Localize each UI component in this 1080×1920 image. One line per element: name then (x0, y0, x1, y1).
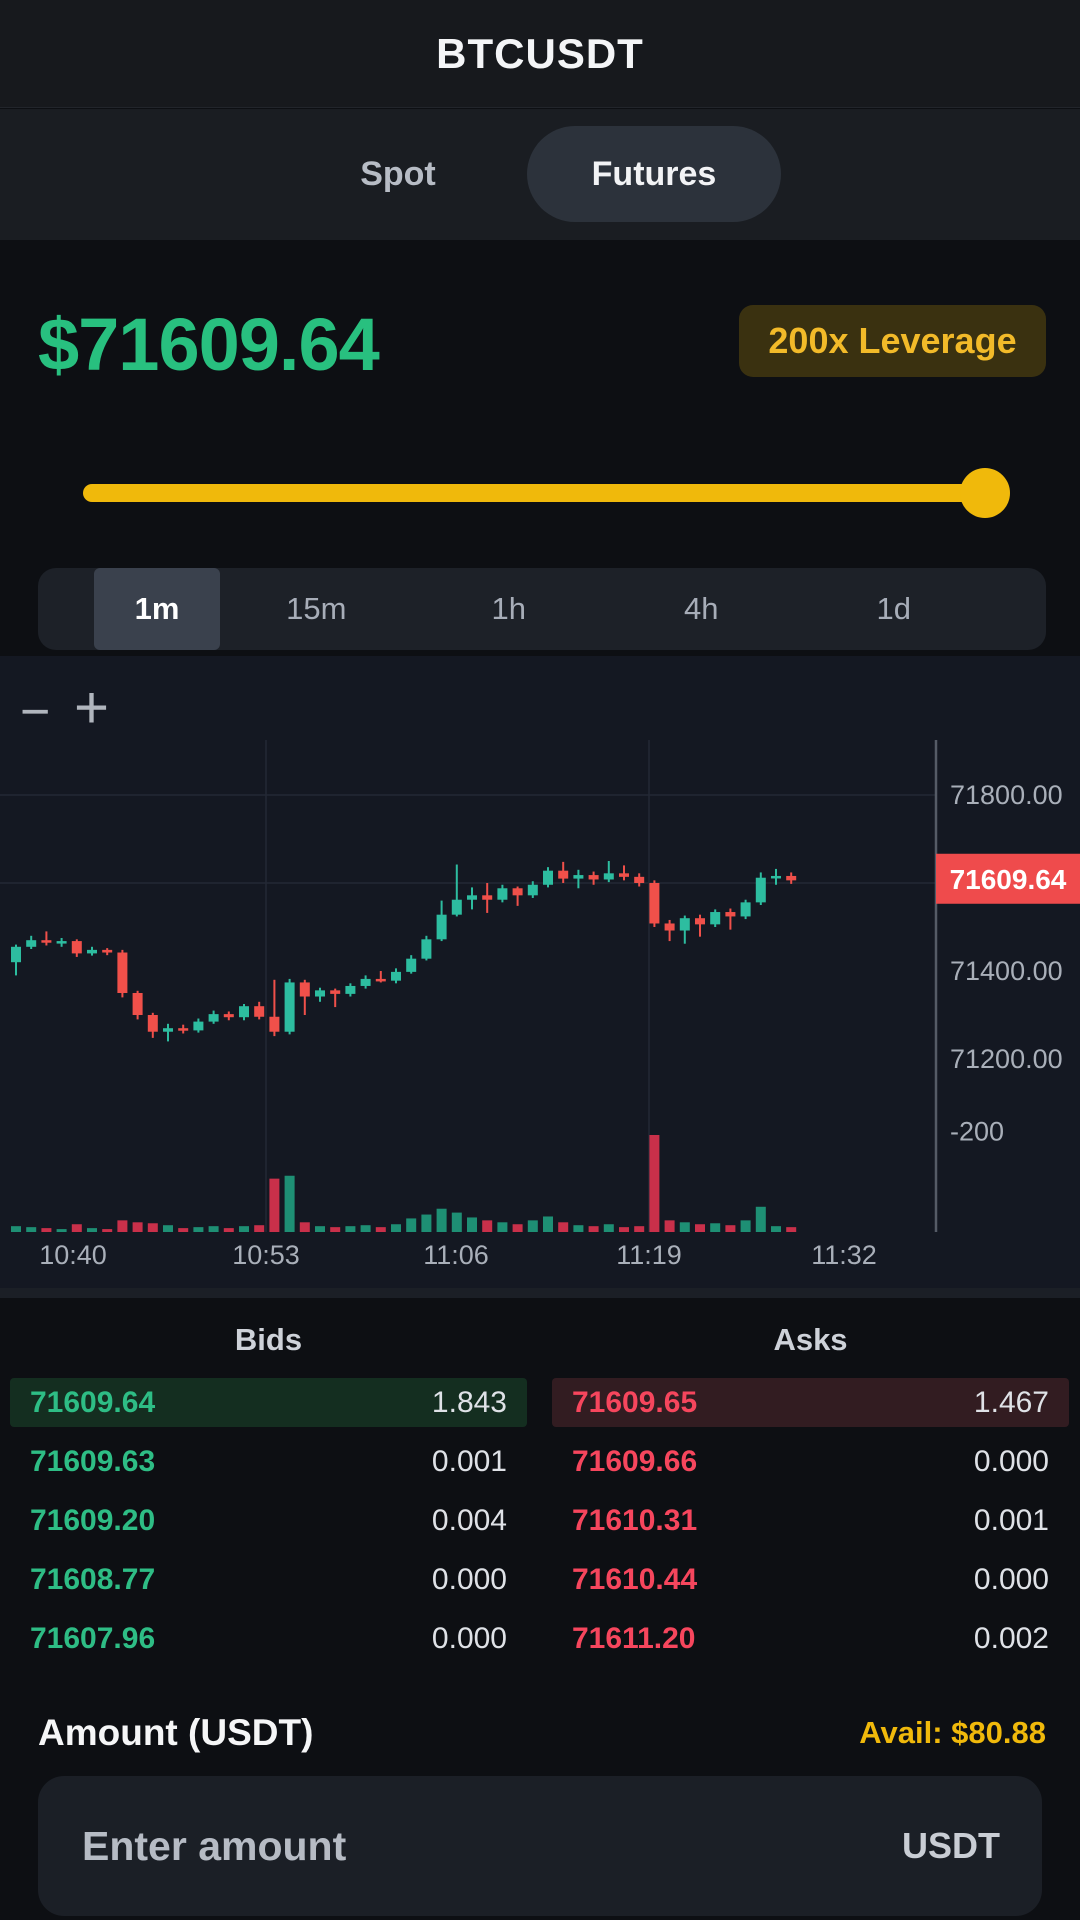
candlestick-series (11, 861, 797, 1042)
timeframe-label: 1h (491, 591, 526, 626)
timeframe-tab-4h[interactable]: 4h (605, 568, 798, 650)
bid-qty: 0.001 (431, 1444, 507, 1478)
ask-qty: 0.002 (973, 1621, 1049, 1655)
svg-text:11:32: 11:32 (811, 1240, 877, 1270)
ask-row[interactable]: 71610.31 0.001 (552, 1496, 1069, 1545)
bids-column: Bids 71609.64 1.843 71609.63 0.001 71609… (10, 1318, 527, 1673)
leverage-slider[interactable] (83, 484, 1008, 502)
timeframe-label: 4h (684, 591, 719, 626)
svg-text:-200: -200 (950, 1117, 1004, 1147)
timeframe-label: 15m (286, 591, 347, 626)
bid-row[interactable]: 71609.20 0.004 (10, 1496, 527, 1545)
bid-price: 71609.63 (30, 1444, 156, 1478)
ask-price: 71611.20 (572, 1621, 696, 1655)
leverage-badge: 200x Leverage (739, 305, 1046, 377)
market-tabs: Spot Futures (0, 109, 1080, 240)
time-axis-labels: 10:40 10:53 11:06 11:19 11:32 (39, 1240, 877, 1270)
ask-qty: 0.000 (973, 1562, 1049, 1596)
amount-input[interactable] (80, 1821, 902, 1871)
bids-header: Bids (234, 1322, 303, 1357)
page-title: BTCUSDT (436, 29, 644, 77)
bid-qty: 0.000 (431, 1621, 507, 1655)
bid-price: 71609.20 (30, 1503, 156, 1537)
ask-row[interactable]: 71611.20 0.002 (552, 1614, 1069, 1663)
svg-text:10:53: 10:53 (232, 1240, 300, 1270)
timeframe-label: 1m (134, 591, 180, 626)
leverage-badge-label: 200x Leverage (768, 320, 1017, 361)
amount-unit: USDT (902, 1825, 1000, 1866)
timeframe-label: 1d (876, 591, 911, 626)
divider (0, 1288, 1080, 1298)
ask-row[interactable]: 71610.44 0.000 (552, 1555, 1069, 1604)
asks-header: Asks (773, 1322, 848, 1357)
current-price: $71609.64 (38, 303, 380, 386)
svg-text:71400.00: 71400.00 (950, 956, 1063, 986)
amount-label: Amount (USDT) (38, 1712, 314, 1753)
amount-input-box: USDT (38, 1776, 1042, 1916)
ask-row[interactable]: 71609.66 0.000 (552, 1437, 1069, 1486)
titlebar: BTCUSDT (0, 0, 1080, 108)
bid-price: 71607.96 (30, 1621, 156, 1655)
price-axis-labels: 71800.00 71400.00 71200.00 -200 (950, 780, 1063, 1147)
amount-row: Amount (USDT) Avail: $80.88 (38, 1708, 1046, 1758)
tab-futures-label: Futures (591, 154, 717, 193)
chart-section: 71800.00 71400.00 71200.00 -200 10:40 10:53 11… (0, 656, 1080, 1288)
svg-text:71200.00: 71200.00 (950, 1044, 1063, 1074)
zoom-out-button[interactable]: − (20, 683, 51, 741)
tab-spot-label: Spot (360, 155, 436, 193)
current-price-tag: 71609.64 (936, 853, 1080, 904)
bid-row[interactable]: 71607.96 0.000 (10, 1614, 527, 1663)
svg-text:11:19: 11:19 (616, 1240, 682, 1270)
price-section: $71609.64 200x Leverage 1m 15m 1h 4h 1d (0, 240, 1080, 656)
ask-price: 71609.65 (572, 1385, 698, 1419)
bid-row[interactable]: 71609.63 0.001 (10, 1437, 527, 1486)
timeframe-tab-1m[interactable]: 1m (94, 568, 220, 650)
leverage-slider-thumb[interactable] (960, 468, 1010, 518)
ask-qty: 0.001 (973, 1503, 1049, 1537)
ask-qty: 0.000 (973, 1444, 1049, 1478)
bid-price: 71609.64 (30, 1385, 156, 1419)
timeframe-bar: 1m 15m 1h 4h 1d (38, 568, 1046, 650)
chart-grid (0, 740, 936, 1232)
ask-row[interactable]: 71609.65 1.467 (552, 1378, 1069, 1427)
timeframe-tab-1h[interactable]: 1h (413, 568, 606, 650)
tab-spot[interactable]: Spot (318, 109, 478, 240)
volume-series (11, 1135, 797, 1232)
svg-text:11:06: 11:06 (423, 1240, 489, 1270)
tab-futures[interactable]: Futures (527, 126, 781, 222)
bid-qty: 0.004 (431, 1503, 507, 1537)
bid-qty: 1.843 (431, 1385, 507, 1419)
ask-price: 71610.31 (572, 1503, 698, 1537)
svg-text:71609.64: 71609.64 (950, 864, 1067, 895)
order-book: Bids 71609.64 1.843 71609.63 0.001 71609… (0, 1298, 1080, 1678)
ask-price: 71610.44 (572, 1562, 698, 1596)
candlestick-chart[interactable]: 71800.00 71400.00 71200.00 -200 10:40 10:53 11… (0, 656, 1080, 1288)
bid-qty: 0.000 (431, 1562, 507, 1596)
bid-row[interactable]: 71608.77 0.000 (10, 1555, 527, 1604)
bid-row[interactable]: 71609.64 1.843 (10, 1378, 527, 1427)
asks-column: Asks 71609.65 1.467 71609.66 0.000 71610… (552, 1318, 1069, 1673)
zoom-in-button[interactable]: + (74, 674, 110, 741)
timeframe-tab-15m[interactable]: 15m (220, 568, 413, 650)
available-balance: Avail: $80.88 (859, 1715, 1046, 1750)
ask-price: 71609.66 (572, 1444, 698, 1478)
svg-text:10:40: 10:40 (39, 1240, 107, 1270)
timeframe-tab-1d[interactable]: 1d (798, 568, 991, 650)
svg-text:71800.00: 71800.00 (950, 780, 1063, 810)
ask-qty: 1.467 (973, 1385, 1049, 1419)
bid-price: 71608.77 (30, 1562, 156, 1596)
